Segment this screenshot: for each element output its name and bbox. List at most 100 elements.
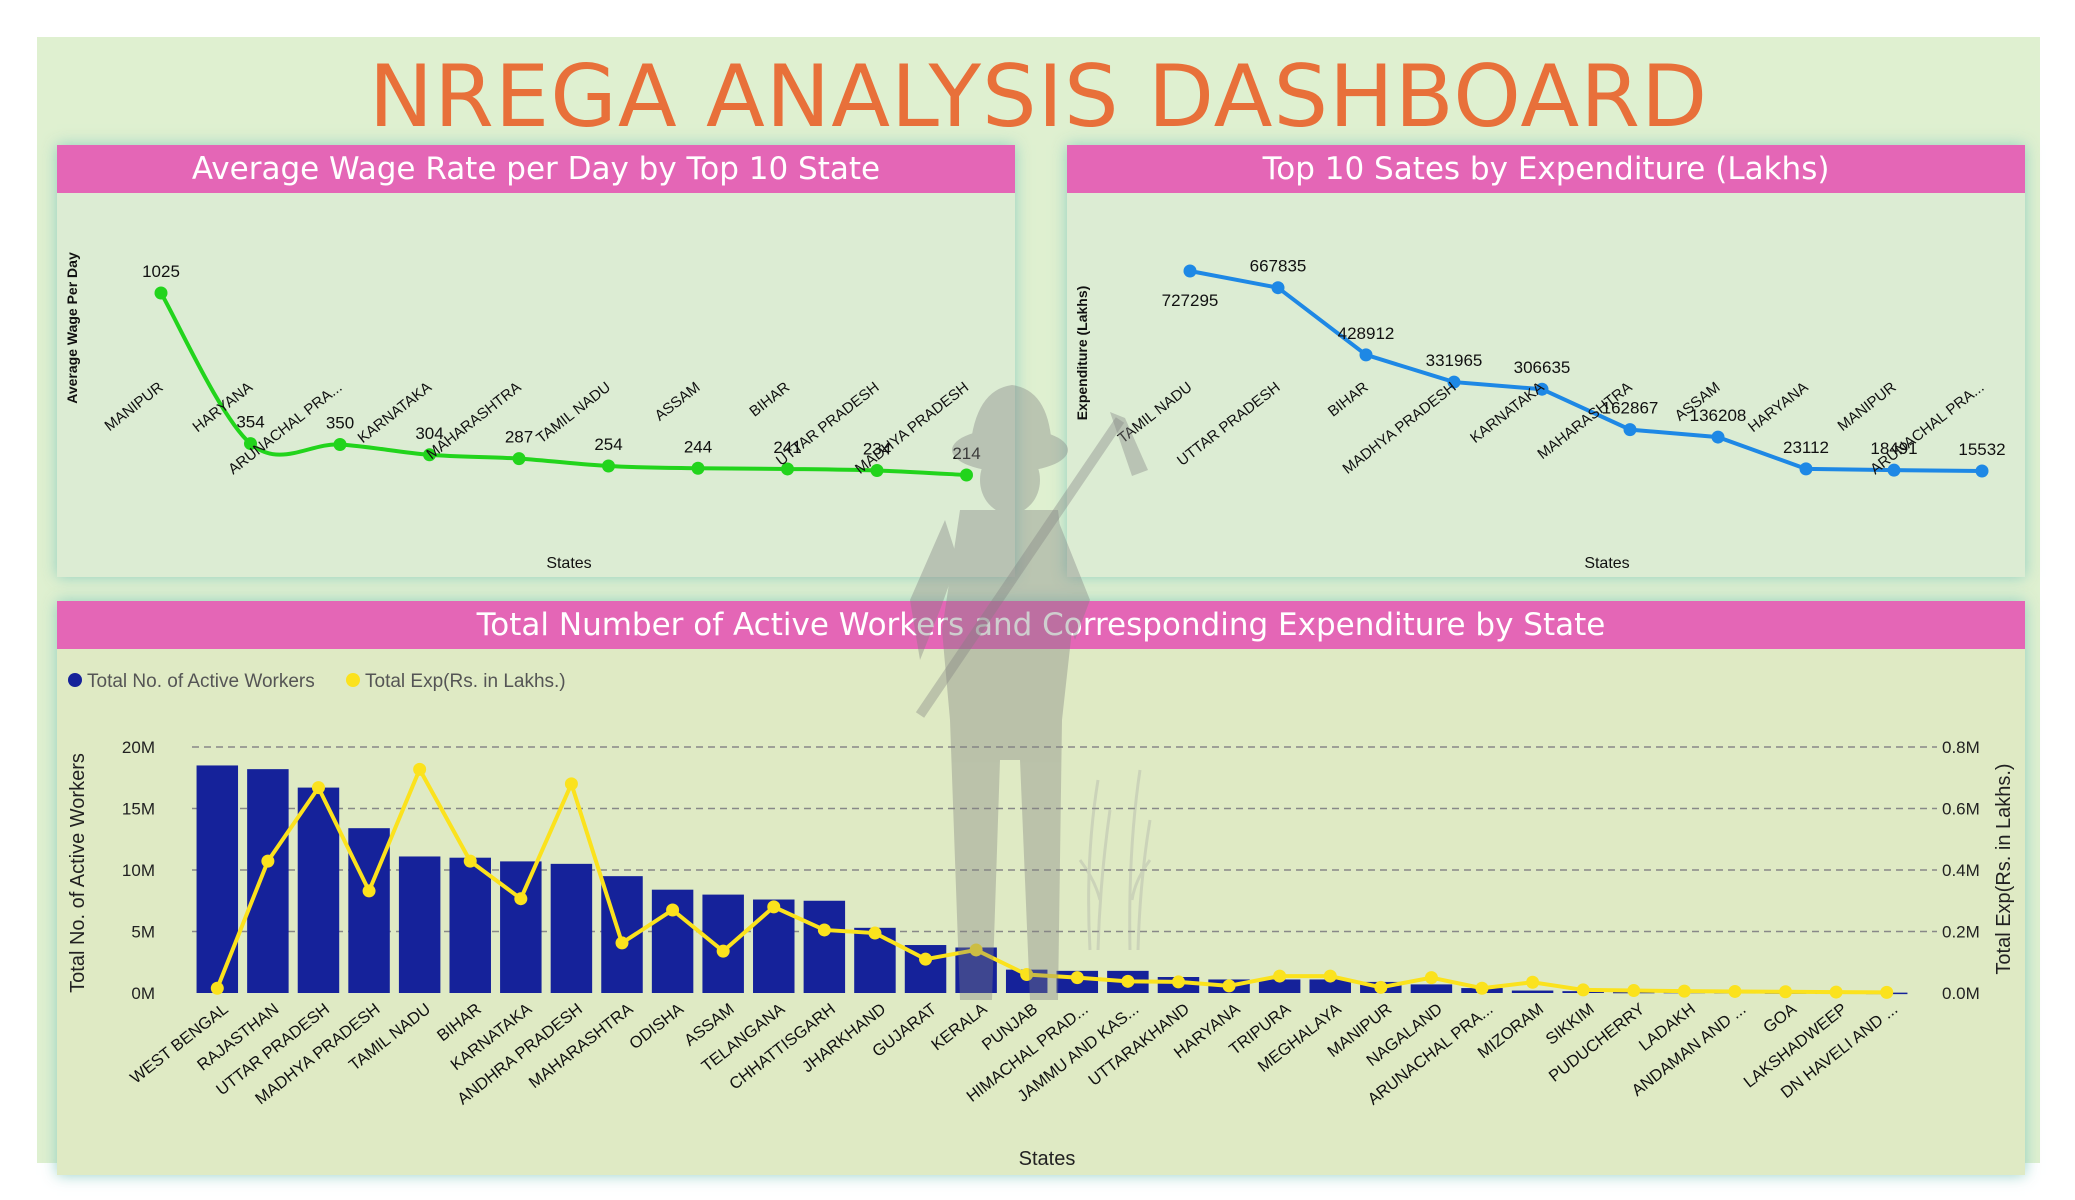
expenditure-point	[1475, 981, 1489, 995]
expenditure-point	[210, 981, 224, 995]
expenditure-point	[413, 762, 427, 776]
data-point	[512, 452, 526, 466]
data-label: 304	[415, 424, 443, 443]
data-label: 306635	[1514, 358, 1571, 377]
y-tick-label: 10M	[122, 861, 155, 880]
x-tick-label: MANIPUR	[101, 379, 166, 435]
series-line	[159, 291, 967, 477]
data-point	[691, 461, 705, 475]
y2-tick-label: 0.2M	[1942, 923, 1980, 942]
x-tick-label: ASSAM	[652, 379, 704, 425]
expenditure-point	[1070, 971, 1084, 985]
data-label: 287	[505, 428, 533, 447]
y-tick-label: 15M	[122, 800, 155, 819]
data-point	[960, 468, 973, 482]
data-label: 428912	[1338, 324, 1395, 343]
expenditure-point	[1121, 974, 1135, 988]
y-axis-title: Average Wage Per Day	[64, 252, 80, 404]
data-point	[1359, 348, 1373, 362]
data-label: 244	[684, 437, 712, 456]
expenditure-point	[817, 923, 831, 937]
workers-bar	[247, 769, 289, 993]
y2-tick-label: 0.0M	[1942, 984, 1980, 1003]
legend-marker-workers	[68, 673, 82, 687]
x-tick-label: PUDUCHERRY	[1546, 1000, 1649, 1086]
data-point	[333, 437, 347, 451]
data-point	[154, 286, 168, 300]
data-point	[602, 459, 615, 473]
data-label: 214	[952, 444, 980, 463]
expenditure-point	[1374, 980, 1388, 994]
x-tick-label: MAHARASHTRA	[423, 379, 524, 463]
workers-bar	[1410, 984, 1453, 993]
data-point	[1799, 462, 1813, 476]
workers-bar	[449, 857, 491, 993]
expenditure-point	[1880, 985, 1894, 999]
wage-rate-chart-title: Average Wage Rate per Day by Top 10 Stat…	[57, 145, 1015, 193]
wage-rate-panel: Average Wage Rate per Day by Top 10 Stat…	[57, 145, 1015, 577]
data-label: 18491	[1870, 439, 1917, 458]
workers-bar	[1258, 979, 1301, 993]
workers-bar	[1511, 990, 1554, 993]
y-axis-title: Expenditure (Lakhs)	[1074, 286, 1090, 421]
y2-axis-title: Total Exp(Rs. in Lakhs.)	[1993, 763, 2015, 974]
dashboard: NREGA ANALYSIS DASHBOARD Average Wage Ra…	[37, 37, 2040, 1175]
expenditure-point	[1526, 975, 1540, 989]
data-point	[1623, 423, 1637, 437]
expenditure-point	[1222, 979, 1236, 993]
workers-bar	[803, 900, 846, 993]
x-tick-label: ODISHA	[626, 1000, 687, 1053]
dashboard-title: NREGA ANALYSIS DASHBOARD	[368, 47, 1709, 147]
workers-bar	[297, 787, 340, 993]
y-tick-label: 0M	[131, 984, 155, 1003]
expenditure-chart-title: Top 10 Sates by Expenditure (Lakhs)	[1067, 145, 2025, 193]
x-tick-label: TAMIL NADU	[1115, 379, 1196, 447]
y-tick-label: 20M	[122, 738, 155, 757]
y-axis-title: Total No. of Active Workers	[67, 753, 89, 993]
x-axis-title: States	[1584, 555, 1629, 572]
expenditure-point	[261, 854, 275, 868]
x-axis-title: States	[1019, 1148, 1076, 1170]
data-label: 1025	[142, 262, 180, 281]
data-label: 667835	[1250, 257, 1307, 276]
expenditure-point	[1779, 985, 1793, 999]
workers-bar	[398, 856, 441, 993]
expenditure-point	[1323, 969, 1337, 983]
legend-marker-expenditure	[346, 673, 360, 687]
expenditure-panel: Top 10 Sates by Expenditure (Lakhs) 7272…	[1067, 145, 2025, 577]
data-point	[244, 437, 257, 451]
expenditure-point	[1627, 984, 1641, 998]
workers-bar	[1309, 979, 1351, 993]
x-tick-label: GOA	[1760, 1000, 1800, 1037]
data-point	[1887, 463, 1901, 477]
data-point	[781, 462, 794, 476]
y-tick-label: 5M	[131, 923, 155, 942]
workers-bar	[500, 861, 542, 993]
data-label: 136208	[1690, 406, 1747, 425]
data-point	[1183, 264, 1197, 278]
expenditure-point	[463, 854, 477, 868]
workers-bar	[702, 894, 744, 993]
workers-bar	[196, 765, 239, 993]
expenditure-point	[564, 777, 578, 791]
data-label: 254	[594, 435, 622, 454]
x-tick-label: BIHAR	[746, 379, 793, 421]
data-point	[1975, 464, 1989, 478]
expenditure-point	[919, 952, 933, 966]
data-point	[1711, 430, 1725, 444]
data-label: 162867	[1602, 399, 1659, 418]
y2-tick-label: 0.6M	[1942, 800, 1980, 819]
data-label: 354	[236, 413, 264, 432]
x-tick-label: KERALA	[928, 1000, 990, 1054]
data-label: 23112	[1783, 438, 1829, 457]
expenditure-point	[1576, 983, 1590, 997]
expenditure-point	[868, 926, 882, 940]
expenditure-point	[666, 903, 680, 917]
expenditure-point	[514, 892, 528, 906]
workers-bar	[550, 863, 593, 993]
expenditure-point	[1424, 971, 1438, 985]
data-label: 350	[326, 413, 354, 432]
data-label: 234	[863, 440, 891, 459]
